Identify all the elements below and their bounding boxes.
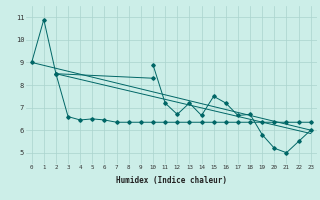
X-axis label: Humidex (Indice chaleur): Humidex (Indice chaleur) — [116, 176, 227, 185]
